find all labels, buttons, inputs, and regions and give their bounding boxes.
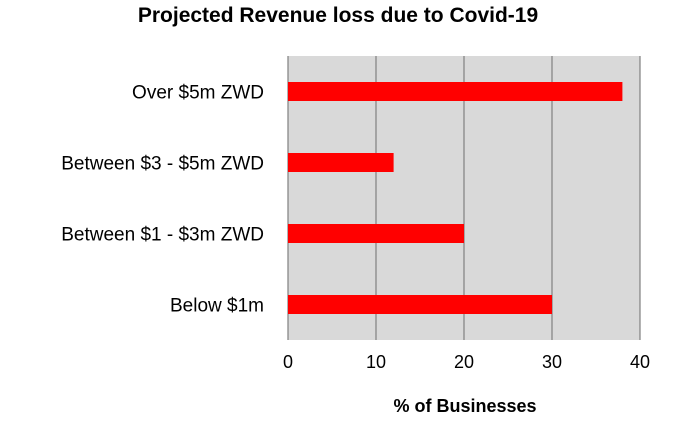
bar bbox=[288, 153, 394, 172]
bar bbox=[288, 224, 464, 243]
bars bbox=[288, 82, 623, 314]
category-label: Between $3 - $5m ZWD bbox=[61, 154, 264, 175]
category-label: Below $1m bbox=[170, 296, 264, 317]
bar bbox=[288, 82, 623, 101]
x-tick-label: 40 bbox=[630, 352, 650, 372]
x-tick-labels: 0 10 20 30 40 bbox=[283, 352, 650, 372]
x-tick-label: 20 bbox=[454, 352, 474, 372]
gridlines bbox=[287, 56, 641, 340]
bar bbox=[288, 295, 552, 314]
category-labels: Over $5m ZWD Between $3 - $5m ZWD Between … bbox=[61, 83, 264, 317]
x-axis-title: % of Businesses bbox=[393, 396, 536, 416]
category-label: Between $1 - $3m ZWD bbox=[61, 225, 264, 246]
x-tick-label: 10 bbox=[366, 352, 386, 372]
category-label: Over $5m ZWD bbox=[132, 83, 264, 104]
chart-title: Projected Revenue loss due to Covid-19 bbox=[138, 4, 538, 27]
x-tick-label: 0 bbox=[283, 352, 293, 372]
x-tick-label: 30 bbox=[542, 352, 562, 372]
